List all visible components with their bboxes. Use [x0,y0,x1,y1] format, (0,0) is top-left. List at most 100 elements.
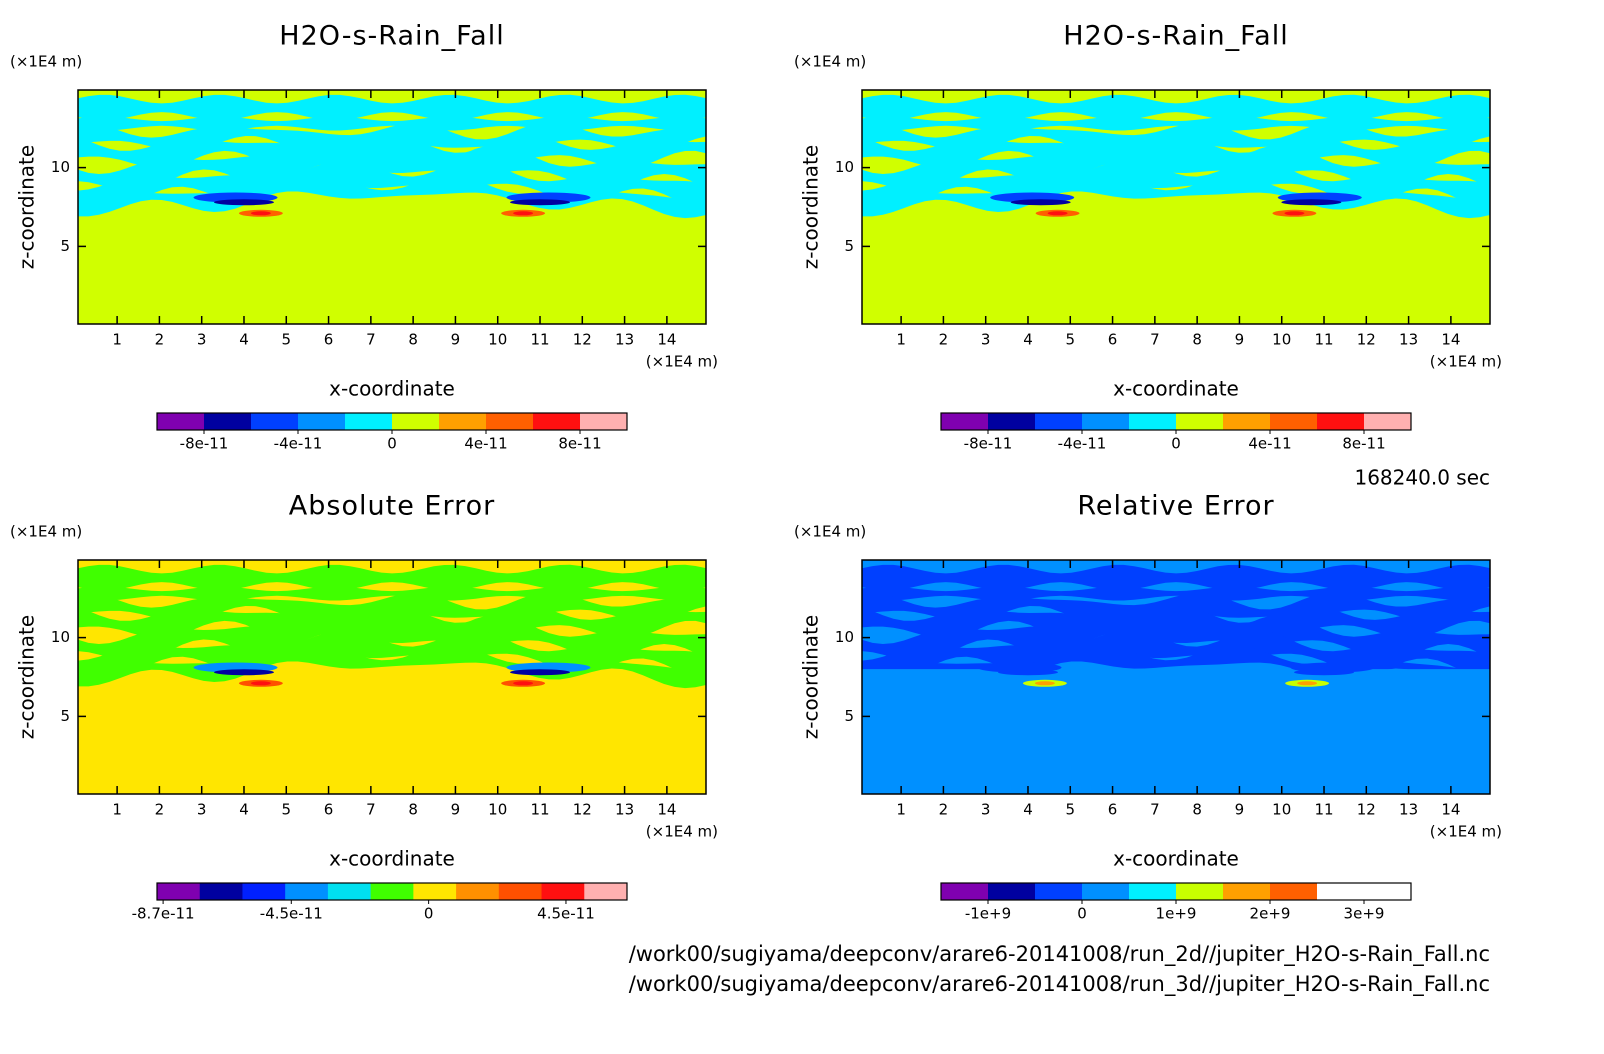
y-tick-label: 10 [51,628,70,646]
x-tick-label: 2 [939,801,949,819]
y-tick-label: 5 [844,707,854,725]
field-feature [1047,211,1068,216]
colorbar-tick-label: -4.5e-11 [260,905,323,923]
x-tick-label: 4 [239,331,249,349]
colorbar-tick-label: 0 [1077,905,1087,923]
colorbar-segment [941,883,989,900]
colorbar-segment [1364,413,1412,430]
field-feature [513,211,534,216]
x-axis-label: x-coordinate [329,847,455,871]
x-unit: (×1E4 m) [1430,823,1502,841]
y-tick-label: 10 [51,158,70,176]
colorbar-tick-label: -1e+9 [965,905,1011,923]
colorbar-tick-label: 8e-11 [1342,435,1385,453]
x-tick-label: 11 [530,801,549,819]
colorbar-segment [941,413,989,430]
contour-field [78,90,706,324]
colorbar-segment [1129,883,1177,900]
field-feature [1034,681,1055,686]
field-feature [997,669,1058,676]
field-feature [510,669,571,676]
x-tick-label: 1 [896,331,906,349]
field-band [78,612,706,662]
colorbar-segment [1270,413,1318,430]
colorbar-segment [486,413,534,430]
colorbar-segment [1035,883,1083,900]
x-tick-label: 7 [1150,331,1160,349]
field-band [78,645,706,689]
chart-title: H2O-s-Rain_Fall [279,21,504,52]
x-tick-label: 14 [657,331,676,349]
panel: 1 2 3 4 5 6 7 8 9 10 11 12 13 14510H2O-s-Rain_Fall(×1… [794,21,1502,453]
x-tick-label: 4 [1023,801,1033,819]
colorbar-tick-label: 8e-11 [558,435,601,453]
contour-field [78,560,706,794]
colorbar-tick-label: -8e-11 [180,435,229,453]
colorbar-segment [580,413,628,430]
x-tick-label: 6 [324,331,334,349]
x-tick-label: 14 [1441,801,1460,819]
x-tick-label: 4 [239,801,249,819]
x-tick-label: 3 [981,331,991,349]
colorbar-tick-label: -8.7e-11 [132,905,195,923]
x-tick-label: 5 [282,801,292,819]
colorbar-segment [541,883,585,900]
x-tick-label: 8 [408,331,418,349]
colorbar-tick-label: 0 [387,435,397,453]
field-band [862,94,1490,121]
x-tick-label: 10 [1272,331,1291,349]
colorbar-segment [285,883,329,900]
field-band [862,564,1490,591]
chart-title: Relative Error [1077,491,1274,522]
file-path: /work00/sugiyama/deepconv/arare6-2014100… [629,942,1490,967]
colorbar-segment [413,883,457,900]
x-tick-label: 9 [451,331,461,349]
colorbar-segment [392,413,440,430]
x-tick-label: 4 [1023,331,1033,349]
x-tick-label: 3 [981,801,991,819]
colorbar-tick-label: 4e-11 [464,435,507,453]
x-tick-label: 1 [896,801,906,819]
x-tick-label: 2 [939,331,949,349]
x-tick-label: 9 [1235,801,1245,819]
colorbar-tick-label: 2e+9 [1250,905,1291,923]
x-tick-label: 12 [573,331,592,349]
x-tick-label: 12 [1357,331,1376,349]
field-feature [510,199,571,206]
colorbar-segment [1270,883,1318,900]
y-tick-label: 10 [835,628,854,646]
contour-field [862,560,1490,794]
x-tick-label: 5 [282,331,292,349]
field-feature [1010,199,1071,206]
x-unit: (×1E4 m) [1430,353,1502,371]
x-tick-label: 9 [1235,331,1245,349]
x-tick-label: 14 [657,801,676,819]
colorbar-segment [345,413,393,430]
colorbar-segment [1176,883,1224,900]
colorbar-tick-label: 3e+9 [1344,905,1385,923]
chart-title: Absolute Error [289,491,495,522]
colorbar-segment [584,883,628,900]
field-feature [213,199,274,206]
colorbar-tick-label: 1e+9 [1156,905,1197,923]
x-tick-label: 7 [366,331,376,349]
field-band [862,142,1490,192]
colorbar-segment [242,883,286,900]
y-unit: (×1E4 m) [10,53,82,71]
colorbar-segment [456,883,500,900]
x-tick-label: 9 [451,801,461,819]
x-tick-label: 6 [324,801,334,819]
x-tick-label: 10 [488,801,507,819]
x-tick-label: 13 [615,331,634,349]
colorbar-segment [1176,413,1224,430]
field-band [78,564,706,591]
colorbar-segment [1129,413,1177,430]
file-path: /work00/sugiyama/deepconv/arare6-2014100… [629,972,1490,997]
y-unit: (×1E4 m) [794,523,866,541]
x-tick-label: 13 [615,801,634,819]
panel: 1 2 3 4 5 6 7 8 9 10 11 12 13 14510H2O-s-Rain_Fall(×1… [10,21,718,453]
x-tick-label: 8 [408,801,418,819]
x-tick-label: 8 [1192,331,1202,349]
